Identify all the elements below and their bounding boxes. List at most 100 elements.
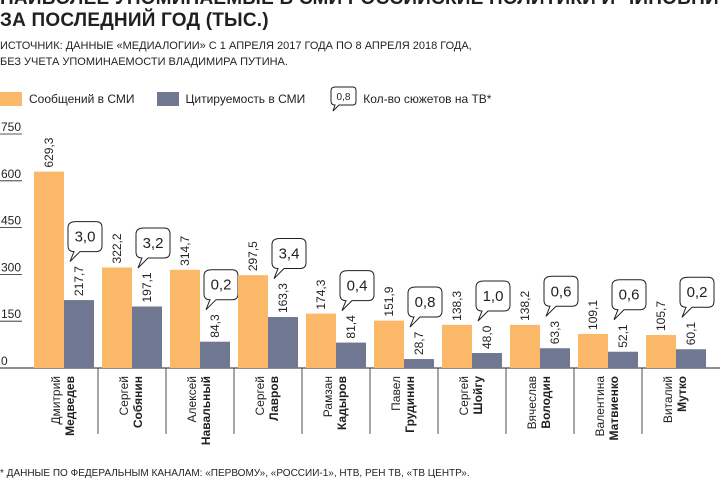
bar-citations (200, 341, 230, 368)
value-label-citations: 217,7 (72, 266, 86, 296)
value-label-citations: 52,1 (616, 324, 630, 348)
legend-item-citations: Цитируемость в СМИ (156, 92, 306, 106)
value-label-citations: 81,4 (344, 315, 358, 339)
tv-stories-label: 0,6 (619, 287, 640, 304)
value-label-messages: 109,1 (586, 300, 600, 330)
category-last-name: Медведев (63, 376, 77, 436)
tv-stories-label: 3,2 (143, 235, 164, 252)
bar-citations (608, 351, 638, 368)
title-line-1: НАИБОЛЕЕ УПОМИНАЕМЫЕ В СМИ РОССИЙСКИЕ ПО… (0, 0, 720, 10)
tv-stories-bubble (475, 280, 511, 322)
value-label-messages: 297,5 (246, 241, 260, 271)
y-tick-label: 150 (1, 307, 21, 321)
bar-citations (132, 306, 162, 368)
legend-label-citations: Цитируемость в СМИ (185, 92, 306, 106)
y-tick-label: 300 (1, 260, 21, 274)
tv-stories-label: 0,4 (347, 278, 368, 295)
legend-item-messages: Сообщений в СМИ (0, 92, 135, 106)
tv-stories-bubble (611, 279, 647, 321)
tv-stories-label: 0,6 (551, 283, 572, 300)
tv-stories-bubble (67, 221, 103, 262)
tv-stories-bubble (407, 286, 443, 328)
value-label-citations: 84,3 (208, 314, 222, 338)
value-label-messages: 629,3 (42, 137, 56, 167)
bar-citations (404, 359, 434, 368)
value-label-citations: 63,3 (548, 321, 562, 345)
subtitle-line-2: БЕЗ УЧЕТА УПОМИНАЕМОСТИ ВЛАДИМИРА ПУТИНА… (0, 56, 288, 68)
category-first-name: Сергей (457, 376, 471, 416)
category-first-name: Павел (389, 376, 403, 411)
category-first-name: Валентина (593, 376, 607, 437)
category-last-name: Кадыров (335, 376, 349, 430)
bar-messages (238, 275, 268, 368)
tv-stories-bubble (203, 269, 239, 311)
bar-messages (646, 335, 676, 368)
category-first-name: Алексей (185, 376, 199, 422)
y-tick-label: 0 (1, 354, 8, 368)
legend: Сообщений в СМИ Цитируемость в СМИ 0,8 К… (0, 86, 513, 112)
bar-messages (510, 324, 540, 368)
value-label-messages: 314,7 (178, 235, 192, 265)
speech-bubble-icon: 0,8 (330, 86, 357, 112)
value-label-messages: 322,2 (110, 233, 124, 263)
category-last-name: Навальный (199, 376, 213, 445)
bar-messages (442, 324, 472, 368)
chart-subtitle: ИСТОЧНИК: ДАННЫЕ «МЕДИАЛОГИИ» С 1 АПРЕЛЯ… (0, 38, 472, 70)
bar-citations (268, 317, 298, 368)
value-label-citations: 197,1 (140, 272, 154, 302)
bar-messages (374, 320, 404, 368)
legend-bubble-sample: 0,8 (337, 92, 351, 103)
subtitle-line-1: ИСТОЧНИК: ДАННЫЕ «МЕДИАЛОГИИ» С 1 АПРЕЛЯ… (0, 40, 472, 52)
chart-title: НАИБОЛЕЕ УПОМИНАЕМЫЕ В СМИ РОССИЙСКИЕ ПО… (0, 0, 720, 32)
tv-stories-bubble (679, 276, 715, 318)
value-label-messages: 174,3 (314, 279, 328, 309)
category-last-name: Собянин (131, 376, 145, 428)
legend-item-tv: 0,8 Кол-во сюжетов на ТВ* (327, 86, 491, 112)
value-label-citations: 163,3 (276, 283, 290, 313)
value-label-messages: 105,7 (654, 301, 668, 331)
value-label-messages: 151,9 (382, 286, 396, 316)
bar-messages (34, 171, 64, 368)
tv-stories-bubble (271, 238, 307, 279)
legend-label-tv: Кол-во сюжетов на ТВ* (363, 92, 492, 106)
legend-swatch-messages (0, 92, 22, 106)
tv-stories-label: 0,2 (687, 284, 708, 301)
bar-citations (336, 342, 366, 368)
bar-citations (540, 348, 570, 368)
category-first-name: Сергей (117, 376, 131, 416)
category-last-name: Мутко (675, 376, 689, 412)
tv-stories-bubble (339, 270, 375, 311)
bar-messages (170, 269, 200, 368)
category-first-name: Виталий (661, 376, 675, 423)
tv-stories-label: 0,8 (415, 294, 436, 311)
bar-citations (64, 300, 94, 368)
legend-swatch-citations (156, 92, 179, 106)
bar-citations (676, 349, 706, 368)
tv-stories-label: 3,0 (75, 229, 96, 246)
bar-messages (102, 267, 132, 368)
bar-messages (306, 313, 336, 368)
y-tick-label: 450 (1, 214, 21, 228)
value-label-citations: 60,1 (684, 322, 698, 346)
y-tick-label: 750 (1, 120, 21, 134)
value-label-citations: 28,7 (412, 331, 426, 355)
tv-stories-label: 0,2 (211, 277, 232, 294)
category-last-name: Матвиенко (607, 376, 621, 441)
title-line-2: ЗА ПОСЛЕДНИЙ ГОД (ТЫС.) (0, 10, 269, 31)
bar-citations (472, 353, 502, 368)
category-first-name: Рамзан (321, 376, 335, 417)
category-last-name: Шойгу (471, 376, 485, 415)
value-label-citations: 48,0 (480, 325, 494, 349)
tv-stories-label: 1,0 (483, 288, 504, 305)
footnote: * ДАННЫЕ ПО ФЕДЕРАЛЬНЫМ КАНАЛАМ: «ПЕРВОМ… (0, 468, 470, 479)
legend-label-messages: Сообщений в СМИ (29, 92, 135, 106)
y-tick-label: 600 (1, 167, 21, 181)
value-label-messages: 138,2 (518, 291, 532, 321)
category-last-name: Лавров (267, 376, 281, 421)
category-first-name: Сергей (253, 376, 267, 416)
tv-stories-bubble (135, 227, 171, 269)
tv-stories-bubble (543, 275, 579, 317)
tv-stories-label: 3,4 (279, 246, 300, 263)
value-label-messages: 138,3 (450, 290, 464, 320)
